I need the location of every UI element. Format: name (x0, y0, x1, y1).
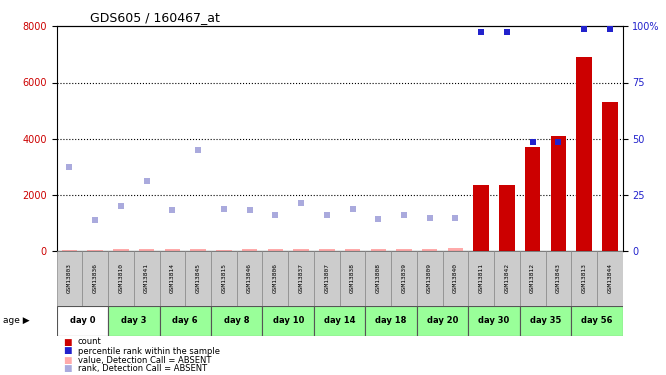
Bar (448, 249, 463, 251)
Text: ■: ■ (63, 338, 72, 346)
Bar (474, 185, 489, 251)
Bar (288, 251, 314, 306)
Text: GSM13846: GSM13846 (247, 263, 252, 293)
Bar (519, 251, 545, 306)
Text: GDS605 / 160467_at: GDS605 / 160467_at (90, 11, 220, 24)
Bar (366, 306, 417, 336)
Bar (62, 250, 77, 251)
Text: GSM13841: GSM13841 (144, 263, 149, 293)
Bar (319, 249, 334, 251)
Bar (525, 147, 540, 251)
Text: percentile rank within the sample: percentile rank within the sample (78, 346, 220, 355)
Text: ■: ■ (63, 364, 72, 374)
Bar (468, 306, 519, 336)
Bar (242, 249, 257, 251)
Bar (262, 251, 288, 306)
Text: day 30: day 30 (478, 316, 509, 325)
Bar (370, 249, 386, 251)
Text: GSM13803: GSM13803 (67, 263, 72, 293)
Bar (113, 249, 129, 251)
Bar (160, 306, 211, 336)
Bar (396, 249, 412, 251)
Text: GSM13808: GSM13808 (376, 263, 381, 293)
Bar (314, 306, 366, 336)
Text: GSM13814: GSM13814 (170, 263, 175, 293)
Bar (443, 251, 468, 306)
Bar (236, 251, 262, 306)
Bar (519, 306, 571, 336)
Text: day 10: day 10 (272, 316, 304, 325)
Text: rank, Detection Call = ABSENT: rank, Detection Call = ABSENT (78, 364, 207, 374)
Bar (571, 306, 623, 336)
Bar (500, 185, 515, 251)
Text: GSM13844: GSM13844 (607, 263, 612, 293)
Text: GSM13840: GSM13840 (453, 263, 458, 293)
Bar (602, 102, 617, 251)
Text: age ▶: age ▶ (3, 316, 30, 325)
Text: GSM13813: GSM13813 (581, 263, 587, 293)
Bar (57, 306, 108, 336)
Bar (190, 249, 206, 251)
Bar (83, 251, 108, 306)
Text: GSM13810: GSM13810 (119, 263, 123, 293)
Bar (468, 251, 494, 306)
Text: GSM13809: GSM13809 (427, 263, 432, 293)
Bar (87, 250, 103, 251)
Bar (211, 306, 262, 336)
Text: count: count (78, 338, 102, 346)
Text: day 20: day 20 (427, 316, 458, 325)
Text: GSM13812: GSM13812 (530, 263, 535, 293)
Text: day 6: day 6 (172, 316, 198, 325)
Text: day 56: day 56 (581, 316, 613, 325)
Text: day 0: day 0 (69, 316, 95, 325)
Bar (340, 251, 366, 306)
Text: day 35: day 35 (530, 316, 561, 325)
Bar (494, 251, 519, 306)
Text: GSM13838: GSM13838 (350, 263, 355, 293)
Bar (545, 251, 571, 306)
Text: GSM13837: GSM13837 (298, 263, 304, 293)
Bar (216, 250, 232, 251)
Text: GSM13807: GSM13807 (324, 263, 329, 293)
Text: GSM13845: GSM13845 (196, 263, 200, 293)
Bar (268, 249, 283, 251)
Bar (57, 251, 83, 306)
Text: GSM13811: GSM13811 (479, 263, 484, 293)
Bar (417, 306, 468, 336)
Bar (165, 249, 180, 251)
Bar (134, 251, 160, 306)
Bar (597, 251, 623, 306)
Bar (262, 306, 314, 336)
Text: GSM13815: GSM13815 (221, 263, 226, 293)
Bar (108, 251, 134, 306)
Text: GSM13806: GSM13806 (273, 263, 278, 293)
Bar (576, 57, 592, 251)
Text: day 3: day 3 (121, 316, 147, 325)
Text: ■: ■ (63, 346, 72, 355)
Text: GSM13839: GSM13839 (402, 263, 406, 293)
Bar (366, 251, 391, 306)
Bar (422, 249, 438, 251)
Bar (139, 249, 155, 251)
Text: day 8: day 8 (224, 316, 250, 325)
Text: GSM13836: GSM13836 (93, 263, 98, 293)
Bar (211, 251, 236, 306)
Bar (160, 251, 185, 306)
Text: GSM13842: GSM13842 (504, 263, 509, 293)
Bar (314, 251, 340, 306)
Bar (345, 249, 360, 251)
Bar (293, 249, 309, 251)
Bar (551, 136, 566, 251)
Bar (108, 306, 160, 336)
Bar (391, 251, 417, 306)
Text: day 14: day 14 (324, 316, 356, 325)
Bar (417, 251, 443, 306)
Bar (185, 251, 211, 306)
Text: ■: ■ (63, 356, 72, 364)
Text: day 18: day 18 (376, 316, 407, 325)
Bar (571, 251, 597, 306)
Text: value, Detection Call = ABSENT: value, Detection Call = ABSENT (78, 356, 211, 364)
Text: GSM13843: GSM13843 (556, 263, 561, 293)
